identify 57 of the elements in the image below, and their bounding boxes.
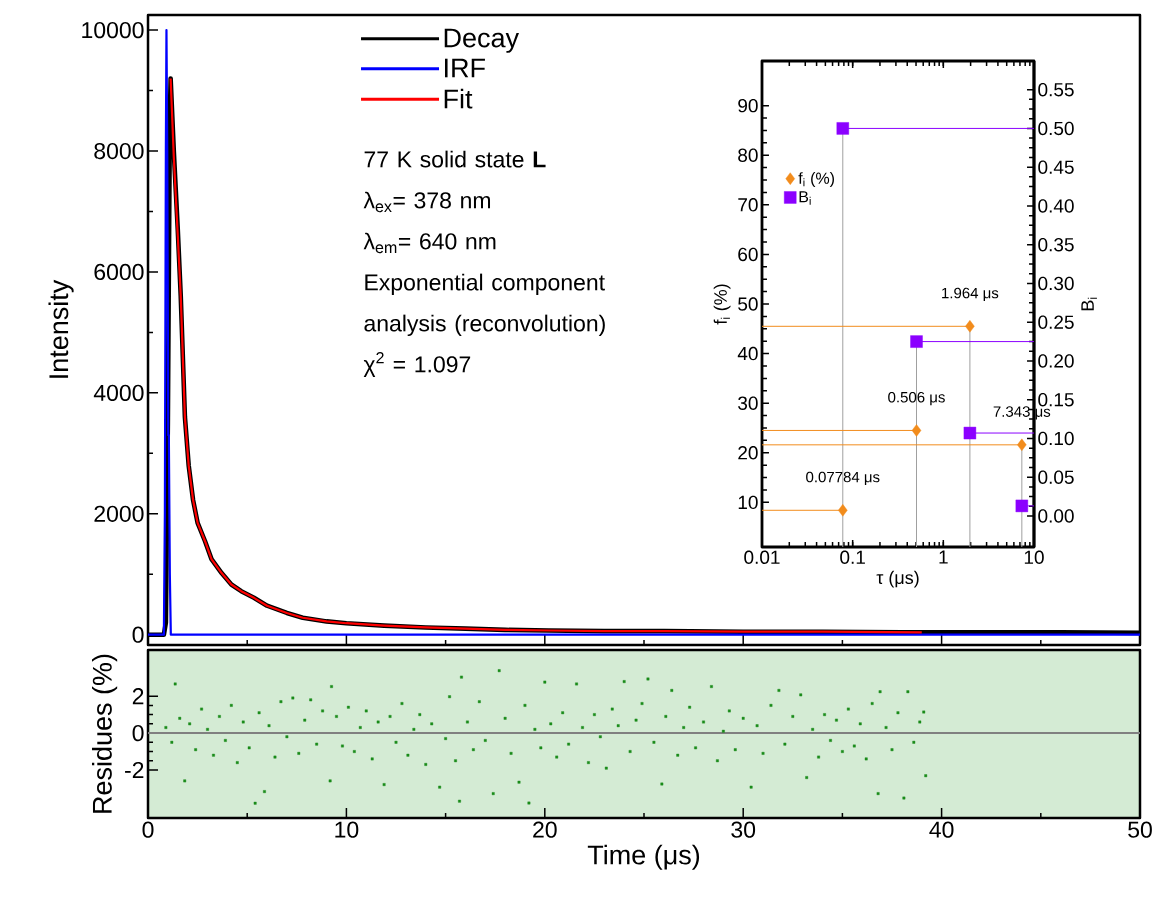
x-tick-label: 0.1 xyxy=(840,550,865,564)
annotation: 77 K solid state L xyxy=(364,150,546,168)
y-tick-label: 80 xyxy=(738,148,758,162)
y-tick-label: 6000 xyxy=(94,263,144,281)
x-tick-label: 40 xyxy=(929,821,954,838)
legend-label: IRF xyxy=(445,58,485,78)
y-tick-label: 8000 xyxy=(94,142,144,160)
y2-tick-label: 0.40 xyxy=(1038,199,1074,213)
y-axis-title: f$_{i}$ (%) xyxy=(713,284,731,325)
y-tick-label: 10 xyxy=(738,495,758,510)
y2-tick-label: 0.00 xyxy=(1038,509,1074,523)
annotation: λ$_{ex}$= 378 nm xyxy=(363,191,491,213)
annotation: 1.964 μs xyxy=(942,287,999,302)
x-tick-label: 0.01 xyxy=(744,550,780,564)
y-tick-label: 50 xyxy=(738,297,758,311)
annotation: 0.506 μs xyxy=(888,391,945,406)
y-tick-label: 0 xyxy=(132,626,144,643)
y-tick-label: 90 xyxy=(738,98,758,113)
y-axis-title: Intensity xyxy=(48,279,74,378)
y-tick-label: -2 xyxy=(125,761,144,779)
annotation: χ$^{2}$ = 1.097 xyxy=(363,352,471,378)
x-axis-title: Time (μs) xyxy=(587,844,700,870)
y2-tick-label: 0.45 xyxy=(1038,160,1074,174)
annotation: λ$_{em}$= 640 nm xyxy=(363,232,496,254)
annotation: Exponential component analysis (reconvolution) xyxy=(364,273,605,337)
legend-label: Fit xyxy=(444,88,473,109)
y2-tick-label: 0.15 xyxy=(1038,392,1074,407)
y2-tick-label: 0.05 xyxy=(1038,470,1074,484)
y2-tick-label: 0.50 xyxy=(1038,121,1074,136)
x-tick-label: 10 xyxy=(335,821,359,838)
y-tick-label: 30 xyxy=(738,396,758,410)
x-tick-label: 10 xyxy=(1024,550,1044,564)
legend-label: Decay xyxy=(444,28,519,53)
y-tick-label: 60 xyxy=(738,247,758,262)
legend-label: f$_{i}$ (%) xyxy=(798,172,834,188)
y-tick-label: 20 xyxy=(738,446,758,460)
y-tick-label: 10000 xyxy=(82,21,144,39)
y-tick-label: 2000 xyxy=(94,505,144,522)
legend-label: B$_{i}$ xyxy=(799,191,811,205)
y-tick-label: 2 xyxy=(132,688,144,705)
y2-tick-label: 0.30 xyxy=(1038,276,1074,291)
y-tick-label: 4000 xyxy=(93,384,144,401)
y-tick-label: 40 xyxy=(737,346,758,361)
x-axis-title: τ (μs) xyxy=(876,570,919,588)
x-tick-label: 20 xyxy=(533,821,557,838)
x-tick-label: 1 xyxy=(939,550,948,564)
y2-tick-label: 0.10 xyxy=(1038,431,1074,446)
annotation: 0.07784 μs xyxy=(806,471,880,486)
y-tick-label: 70 xyxy=(738,198,758,212)
y2-tick-label: 0.35 xyxy=(1038,237,1074,252)
y-axis-title: Residues (%) xyxy=(92,654,118,813)
y2-tick-label: 0.25 xyxy=(1038,315,1074,329)
y-tick-label: 0 xyxy=(132,724,144,742)
y2-tick-label: 0.20 xyxy=(1038,354,1074,368)
y2-tick-label: 0.55 xyxy=(1038,82,1074,97)
y2-axis-title: B$_{i}$ xyxy=(1081,297,1097,311)
x-tick-label: 50 xyxy=(1128,821,1152,838)
